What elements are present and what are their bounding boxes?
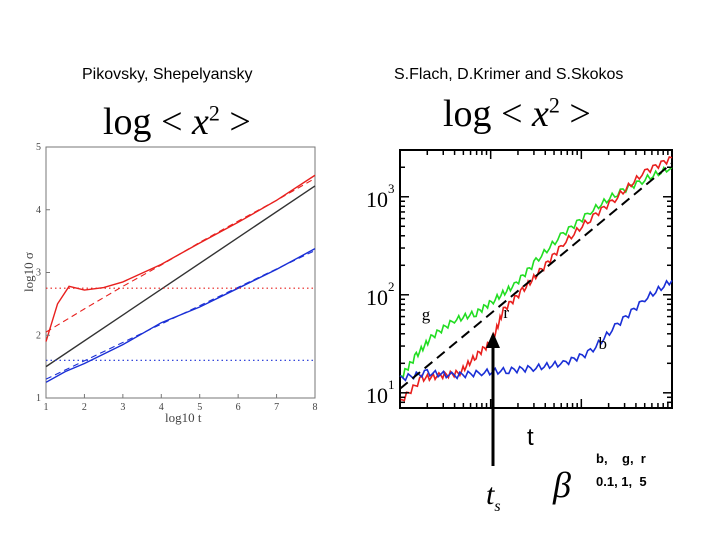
ts-label: ts — [486, 478, 501, 516]
x-tick-label: 5 — [197, 402, 202, 413]
series-label-b: b — [599, 334, 608, 353]
formula-var: x — [192, 101, 209, 143]
formula-gt: > — [229, 101, 251, 143]
y-tick-label: 10 — [366, 383, 388, 408]
formula-lt: < — [161, 101, 183, 143]
x-tick-label: 3 — [120, 402, 125, 413]
t-label: t — [527, 424, 534, 451]
y-tick-label: 10 — [366, 285, 388, 310]
y-axis-label: log10 σ — [21, 252, 36, 292]
left-formula: log < x2 > — [103, 100, 251, 144]
legend-line-2: 0.1, 1, 5 — [596, 474, 647, 489]
y-tick-label: 4 — [36, 205, 41, 216]
formula-lt: < — [501, 93, 523, 135]
series-line-fit — [399, 162, 673, 390]
series-line-b — [399, 279, 673, 382]
series-label-g: g — [422, 305, 431, 324]
ts-sub: s — [494, 498, 501, 515]
x-tick-label: 6 — [236, 402, 241, 413]
y-tick-exponent: 3 — [388, 181, 395, 196]
y-tick-label: 2 — [36, 330, 41, 341]
formula-gt: > — [569, 93, 591, 135]
x-tick-label: 7 — [274, 402, 279, 413]
right-caption: S.Flach, D.Krimer and S.Skokos — [394, 66, 624, 83]
beta-symbol: β — [553, 465, 571, 505]
plot-frame — [399, 149, 673, 409]
right-formula: log < x2 > — [443, 92, 591, 136]
y-tick-label: 3 — [36, 268, 41, 279]
series-line-black — [45, 185, 316, 368]
formula-log: log — [443, 93, 492, 135]
ts-main: t — [486, 478, 495, 511]
x-tick-label: 2 — [82, 402, 87, 413]
x-tick-label: 1 — [44, 402, 49, 413]
formula-log: log — [103, 101, 152, 143]
series-line-red-fit — [45, 177, 316, 333]
x-tick-label: 4 — [159, 402, 164, 413]
left-caption: Pikovsky, Shepelyansky — [82, 66, 253, 83]
x-axis-label: log10 t — [165, 410, 202, 425]
x-tick-label: 8 — [313, 402, 318, 413]
formula-sup: 2 — [548, 92, 560, 118]
y-tick-exponent: 2 — [388, 279, 395, 294]
y-tick-exponent: 1 — [388, 377, 395, 392]
y-tick-label: 5 — [36, 142, 41, 153]
formula-var: x — [532, 93, 549, 135]
y-tick-label: 10 — [366, 187, 388, 212]
series-label-r: r — [503, 303, 509, 322]
series-line-red — [45, 174, 316, 342]
y-tick-label: 1 — [36, 393, 41, 404]
legend-line-1: b, g, r — [596, 451, 646, 466]
formula-sup: 2 — [208, 100, 220, 126]
arrow-head — [486, 332, 500, 348]
